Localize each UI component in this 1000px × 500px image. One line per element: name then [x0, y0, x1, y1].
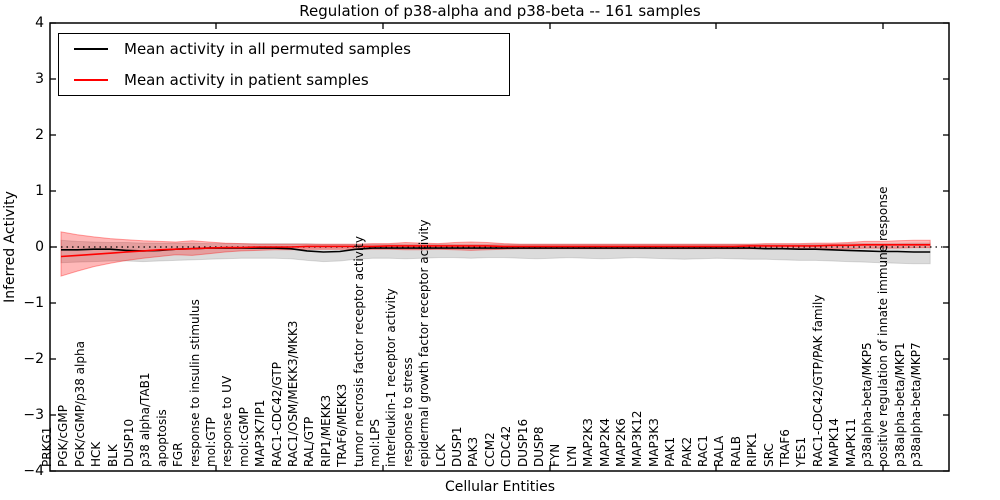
y-tick-label: 1 [35, 183, 44, 199]
y-tick-label: 2 [35, 127, 44, 143]
y-tick-label: 3 [35, 71, 44, 87]
y-tick-label: 0 [35, 239, 44, 255]
legend: Mean activity in all permuted samples Me… [58, 33, 510, 96]
chart-title: Regulation of p38-alpha and p38-beta -- … [299, 2, 701, 20]
legend-line-sample-permuted [74, 48, 108, 51]
y-tick-label: −1 [23, 295, 44, 311]
y-tick-label: −2 [23, 351, 44, 367]
y-tick-label: −3 [23, 407, 44, 423]
legend-item-permuted: Mean activity in all permuted samples [59, 40, 509, 58]
y-tick-label: −4 [23, 463, 44, 479]
patient-mean-line [60, 244, 931, 258]
x-axis-label: Cellular Entities [444, 479, 556, 495]
legend-label-patient: Mean activity in patient samples [124, 70, 369, 89]
legend-item-patient: Mean activity in patient samples [59, 71, 509, 89]
legend-line-sample-patient [74, 78, 108, 81]
y-tick-label: 4 [35, 15, 44, 31]
y-axis-ticks: 4 3 2 1 0 −1 −2 −3 −4 [0, 0, 44, 500]
legend-label-permuted: Mean activity in all permuted samples [124, 40, 411, 59]
